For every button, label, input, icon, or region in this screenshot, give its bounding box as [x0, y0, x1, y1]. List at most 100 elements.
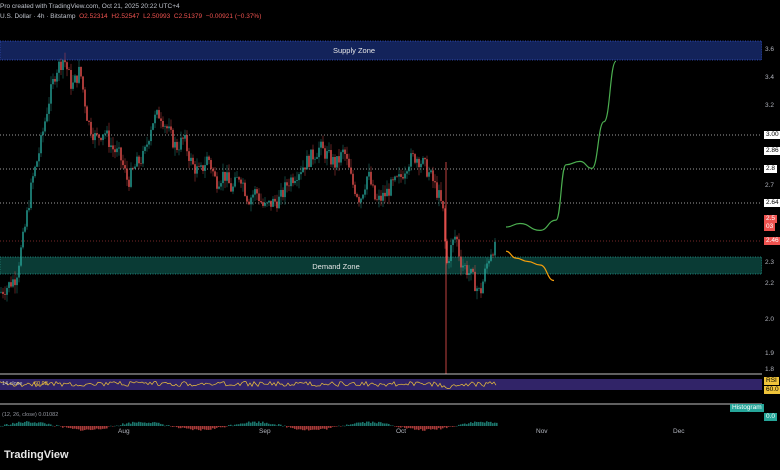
x-label: Aug	[118, 428, 130, 435]
candle-body	[40, 135, 42, 154]
histogram-bar	[296, 426, 298, 430]
time-axis[interactable]: Aug Sep Oct Nov Dec	[0, 426, 762, 438]
candle-body	[72, 82, 74, 89]
histogram-bar	[324, 426, 326, 429]
histogram-bar	[66, 426, 68, 428]
histogram-bar	[108, 426, 110, 427]
histogram-bar	[154, 422, 156, 426]
candle-body	[120, 147, 122, 161]
histogram-bar	[142, 422, 144, 426]
histogram-bar	[462, 423, 464, 426]
candle-body	[408, 166, 410, 172]
histogram-bar	[54, 426, 56, 427]
histogram-bar	[132, 421, 134, 426]
histogram-bar	[134, 422, 136, 426]
histogram-bar	[68, 426, 70, 429]
histogram-bar	[326, 426, 328, 430]
histogram-bar	[168, 425, 170, 426]
candle-body	[158, 110, 160, 119]
histogram-bar	[334, 426, 336, 427]
candle-body	[400, 174, 402, 177]
histogram-bar	[376, 423, 378, 426]
histogram-bar	[346, 424, 348, 426]
projection-bearish	[505, 250, 555, 282]
histogram-bar	[40, 422, 42, 426]
histogram-bar	[60, 426, 62, 427]
histogram-bar	[202, 426, 204, 430]
candle-body	[150, 129, 152, 142]
histogram-bar	[262, 421, 264, 426]
chart-credit: Pro created with TradingView.com, Oct 21…	[0, 3, 180, 10]
candle-body	[358, 196, 360, 203]
histogram-bar	[148, 422, 150, 426]
candle-body	[392, 179, 394, 181]
candle-body	[128, 179, 130, 187]
y-label: 2.0	[765, 316, 775, 323]
candle-body	[164, 126, 166, 127]
histogram-bar	[266, 422, 268, 426]
histogram-bar	[380, 422, 382, 426]
candle-body	[352, 173, 354, 185]
candle-body	[346, 153, 348, 159]
candle-body	[420, 163, 422, 168]
histogram-bar	[472, 422, 474, 426]
candle-body	[4, 293, 6, 295]
histogram-bar	[2, 425, 4, 427]
candle-body	[232, 186, 234, 192]
candle-body	[222, 171, 224, 184]
histogram-bar	[232, 425, 234, 427]
histogram-bar	[16, 422, 18, 426]
histogram-bar	[446, 426, 448, 429]
candle-body	[356, 194, 358, 197]
candle-body	[324, 148, 326, 159]
histogram-bar	[172, 426, 174, 427]
y-label: 3.2	[765, 102, 775, 109]
price-axis[interactable]: 3.6 3.4 3.2 3.00 2.86 2.8 2.7 2.64 2.5 0…	[762, 22, 780, 442]
candle-body	[48, 103, 50, 114]
candle-body	[202, 165, 204, 171]
candle-body	[296, 180, 298, 181]
histogram-bar	[30, 422, 32, 426]
histogram-bar	[282, 425, 284, 427]
candle-body	[32, 176, 34, 183]
candle-body	[212, 168, 214, 172]
candle-body	[426, 159, 428, 177]
tradingview-logo[interactable]: TradingView	[4, 449, 69, 461]
histogram-bar	[82, 426, 84, 431]
candle-body	[382, 192, 384, 201]
candle-body	[450, 245, 452, 262]
candle-body	[318, 147, 320, 158]
candles-group	[0, 52, 496, 302]
histogram-bar	[74, 426, 76, 429]
y-label: 3.6	[765, 46, 775, 53]
histogram-bar	[186, 426, 188, 429]
candle-body	[486, 263, 488, 269]
candle-body	[90, 121, 92, 135]
histogram-bar	[484, 422, 486, 426]
candle-body	[474, 271, 476, 292]
footer: TradingView	[0, 444, 780, 470]
candle-body	[260, 201, 262, 203]
histogram-bar	[254, 421, 256, 426]
histogram-bar	[198, 426, 200, 431]
price-chart[interactable]: Supply Zone Demand Zone 14 close 60.08 (…	[0, 22, 762, 442]
candle-body	[394, 176, 396, 181]
candle-body	[456, 236, 458, 240]
histogram-bar	[176, 426, 178, 428]
histogram-bar	[424, 426, 426, 431]
candle-body	[74, 75, 76, 83]
chart-header: Pro created with TradingView.com, Oct 21…	[0, 0, 780, 22]
candle-body	[252, 194, 254, 198]
histogram-bar	[180, 426, 182, 429]
histogram-bar	[44, 423, 46, 426]
histogram-bar	[440, 426, 442, 430]
candle-body	[186, 135, 188, 152]
candle-body	[424, 157, 426, 160]
candle-body	[178, 149, 180, 151]
histogram-bar	[368, 421, 370, 426]
candle-body	[348, 158, 350, 168]
histogram-bar	[370, 422, 372, 426]
candle-body	[242, 182, 244, 184]
histogram-bar	[414, 426, 416, 430]
histogram-bar	[494, 422, 496, 426]
